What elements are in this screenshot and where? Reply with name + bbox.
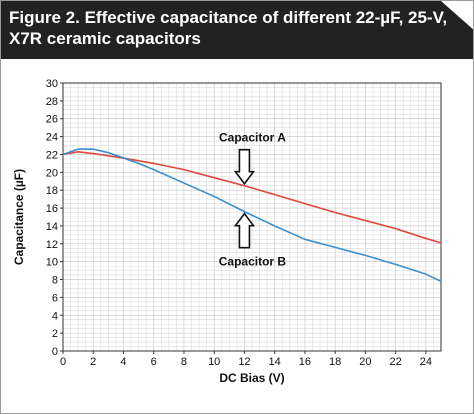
series-line-capacitor-a — [62, 150, 442, 244]
grid — [62, 82, 442, 352]
series-line-capacitor-b — [62, 148, 442, 283]
x-tick-label: 22 — [390, 356, 402, 368]
x-tick-label: 8 — [181, 356, 187, 368]
figure-header: Figure 2. Effective capacitance of diffe… — [1, 1, 473, 59]
annotations: Capacitor A Capacitor B — [219, 131, 287, 269]
x-tick-label: 24 — [420, 356, 432, 368]
x-tick-label: 12 — [238, 356, 250, 368]
x-tick-label: 16 — [299, 356, 311, 368]
y-tick-label: 18 — [46, 185, 58, 197]
y-axis-label: Capacitance (µF) — [12, 169, 26, 265]
x-tick-label: 2 — [90, 356, 96, 368]
plot-border — [62, 82, 442, 352]
y-tick-label: 20 — [46, 167, 58, 179]
y-tick-label: 10 — [46, 257, 58, 269]
y-tick-label: 4 — [52, 310, 58, 322]
x-tick-label: 20 — [359, 356, 371, 368]
y-tick-label: 22 — [46, 149, 58, 161]
x-axis-label: DC Bias (V) — [219, 371, 284, 385]
annotation-label-capacitor-b: Capacitor B — [219, 255, 287, 269]
y-tick-label: 12 — [46, 239, 58, 251]
y-tick-label: 2 — [52, 328, 58, 340]
figure-title: Figure 2. Effective capacitance of diffe… — [9, 8, 448, 48]
x-tick-label: 0 — [60, 356, 66, 368]
x-tick-label: 6 — [151, 356, 157, 368]
y-tick-label: 14 — [46, 221, 58, 233]
annotation-label-capacitor-a: Capacitor A — [219, 131, 286, 145]
annotation-arrow-capacitor-b — [233, 212, 256, 249]
y-tick-label: 6 — [52, 292, 58, 304]
y-tick-label: 8 — [52, 275, 58, 287]
x-tick-label: 10 — [208, 356, 220, 368]
y-tick-label: 30 — [46, 78, 58, 90]
x-axis-ticks: 0 2 4 6 8 10 12 14 16 18 20 22 24 — [60, 351, 432, 368]
x-tick-label: 14 — [269, 356, 281, 368]
y-tick-label: 26 — [46, 114, 58, 126]
series-layer — [62, 148, 442, 283]
annotation-arrow-capacitor-a — [233, 148, 256, 186]
x-tick-label: 18 — [329, 356, 341, 368]
y-tick-label: 24 — [46, 132, 58, 144]
y-tick-label: 0 — [52, 346, 58, 358]
y-tick-label: 28 — [46, 96, 58, 108]
x-tick-label: 4 — [120, 356, 126, 368]
y-tick-label: 16 — [46, 203, 58, 215]
